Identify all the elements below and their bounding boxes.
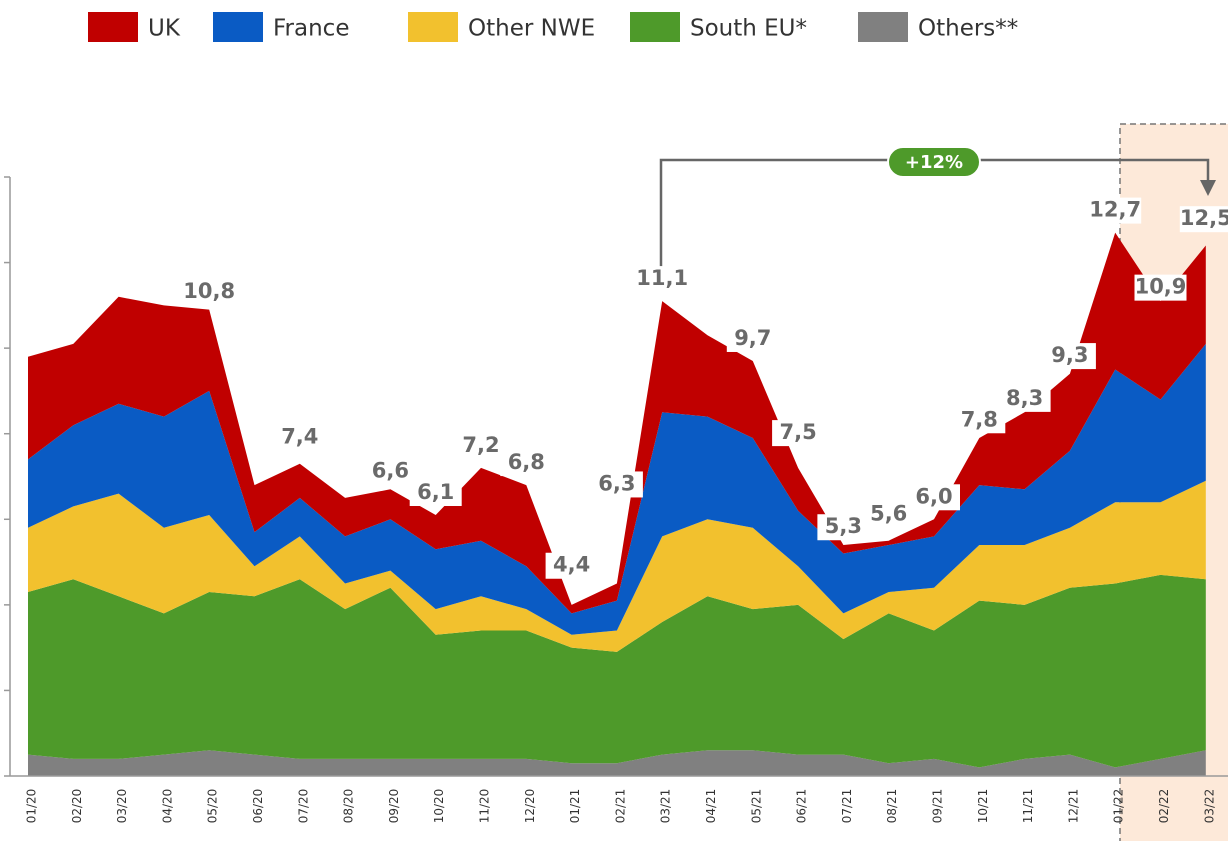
legend-swatch bbox=[630, 12, 680, 42]
total-label-bg bbox=[183, 278, 236, 305]
x-tick-label: 07/21 bbox=[840, 789, 854, 824]
area bbox=[28, 343, 1206, 635]
x-tick-label: 05/20 bbox=[206, 789, 220, 824]
legend: UK France Other NWE South EU* Others** bbox=[88, 12, 1018, 42]
x-tick-label: 03/20 bbox=[115, 789, 129, 824]
total-label-bg bbox=[862, 501, 915, 528]
x-tick-label: 08/20 bbox=[342, 789, 356, 824]
total-label-bg bbox=[1089, 197, 1142, 224]
x-tick-label: 08/21 bbox=[885, 789, 899, 824]
total-label-bg bbox=[726, 325, 779, 352]
total-label: 6,0 bbox=[915, 484, 952, 508]
total-label: 6,1 bbox=[417, 480, 454, 504]
total-label: 6,3 bbox=[598, 471, 635, 495]
total-label-bg bbox=[545, 552, 598, 579]
x-tick-label: 06/20 bbox=[251, 789, 265, 824]
x-tick-label: 01/21 bbox=[568, 789, 582, 824]
total-label: 10,9 bbox=[1135, 275, 1187, 299]
legend-swatch bbox=[213, 12, 263, 42]
total-label-bg bbox=[364, 458, 417, 485]
legend-swatch bbox=[88, 12, 138, 42]
total-label: 12,7 bbox=[1089, 198, 1141, 222]
growth-arrowhead bbox=[1200, 180, 1216, 196]
x-tick-label: 11/20 bbox=[478, 789, 492, 824]
total-label-bg bbox=[409, 480, 462, 507]
total-label: 4,4 bbox=[553, 553, 590, 577]
total-label-bg bbox=[953, 407, 1006, 434]
legend-swatch bbox=[858, 12, 908, 42]
x-tick-label: 02/21 bbox=[613, 789, 627, 824]
x-tick-label: 12/20 bbox=[523, 789, 537, 824]
x-tick-label: 03/21 bbox=[659, 789, 673, 824]
total-label: 7,2 bbox=[462, 433, 499, 457]
total-label: 9,3 bbox=[1051, 343, 1088, 367]
area bbox=[28, 480, 1206, 652]
total-label-bg bbox=[500, 450, 553, 477]
total-label-bg bbox=[455, 432, 507, 459]
total-label-bg bbox=[908, 484, 960, 511]
x-tick-label: 02/22 bbox=[1157, 789, 1171, 824]
total-label-bg bbox=[273, 424, 326, 451]
x-tick-label: 09/21 bbox=[931, 789, 945, 824]
total-label-bg bbox=[1179, 206, 1228, 233]
area bbox=[28, 574, 1206, 768]
total-label-bg bbox=[1043, 343, 1096, 370]
total-label-bg bbox=[636, 266, 689, 293]
areas bbox=[28, 232, 1206, 776]
total-label: 6,8 bbox=[508, 450, 545, 474]
total-label: 8,3 bbox=[1006, 386, 1043, 410]
total-label-bg bbox=[1134, 274, 1187, 301]
total-label: 5,3 bbox=[825, 514, 862, 538]
total-label: 5,6 bbox=[870, 501, 907, 525]
total-label: 12,5 bbox=[1180, 206, 1228, 230]
legend-label: UK bbox=[148, 16, 181, 42]
x-tick-label: 10/20 bbox=[432, 789, 446, 824]
x-tick-label: 01/20 bbox=[25, 789, 39, 824]
legend-label: Others** bbox=[918, 16, 1018, 42]
x-tick-label: 10/21 bbox=[976, 789, 990, 824]
total-label-bg bbox=[590, 471, 643, 498]
total-label: 9,7 bbox=[734, 326, 771, 350]
x-tick-label: 05/21 bbox=[749, 789, 763, 824]
total-label: 7,8 bbox=[961, 407, 998, 431]
legend-label: Other NWE bbox=[468, 16, 595, 42]
x-tick-label: 11/21 bbox=[1021, 789, 1035, 824]
area bbox=[28, 750, 1206, 776]
total-label: 10,8 bbox=[183, 279, 235, 303]
legend-label: South EU* bbox=[690, 16, 807, 42]
total-label: 11,1 bbox=[636, 266, 688, 290]
total-label-bg bbox=[998, 385, 1051, 412]
x-tick-label: 01/22 bbox=[1112, 789, 1126, 824]
legend-swatch bbox=[408, 12, 458, 42]
growth-badge bbox=[887, 146, 981, 178]
legend-label: France bbox=[273, 16, 349, 42]
total-label: 7,4 bbox=[281, 424, 318, 448]
x-tick-label: 06/21 bbox=[795, 789, 809, 824]
x-tick-label: 02/20 bbox=[70, 789, 84, 824]
total-label: 6,6 bbox=[372, 459, 409, 483]
x-tick-label: 04/21 bbox=[704, 789, 718, 824]
x-tick-label: 03/22 bbox=[1202, 789, 1216, 824]
x-tick-label: 09/20 bbox=[387, 789, 401, 824]
growth-label: +12% bbox=[905, 152, 963, 173]
total-label: 7,5 bbox=[779, 420, 816, 444]
total-label-bg bbox=[817, 514, 870, 541]
x-tick-label: 04/20 bbox=[160, 789, 174, 824]
total-label-bg bbox=[772, 420, 825, 447]
x-tick-label: 07/20 bbox=[296, 789, 310, 824]
x-tick-label: 12/21 bbox=[1066, 789, 1080, 824]
